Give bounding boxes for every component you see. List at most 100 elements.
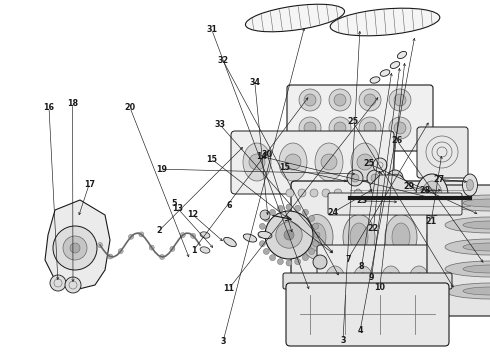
Circle shape (180, 233, 185, 238)
Ellipse shape (301, 215, 333, 260)
Ellipse shape (386, 273, 396, 287)
Ellipse shape (358, 273, 368, 287)
Ellipse shape (398, 189, 408, 207)
Circle shape (263, 248, 270, 255)
Text: 21: 21 (426, 217, 437, 226)
Text: 8: 8 (359, 262, 365, 271)
Circle shape (302, 255, 309, 261)
Ellipse shape (381, 266, 401, 294)
Text: 3: 3 (340, 336, 346, 345)
Circle shape (373, 158, 387, 172)
Circle shape (314, 232, 320, 238)
Ellipse shape (244, 234, 257, 242)
Ellipse shape (353, 189, 363, 207)
Circle shape (65, 277, 81, 293)
Circle shape (394, 122, 406, 134)
Circle shape (286, 260, 292, 266)
Ellipse shape (458, 189, 468, 207)
Circle shape (387, 170, 403, 186)
Text: 10: 10 (374, 284, 385, 292)
FancyBboxPatch shape (291, 181, 474, 294)
Circle shape (276, 222, 302, 248)
Ellipse shape (463, 199, 490, 207)
Circle shape (285, 154, 301, 170)
Ellipse shape (368, 189, 378, 207)
Ellipse shape (308, 223, 326, 251)
Polygon shape (45, 200, 110, 290)
Ellipse shape (353, 266, 373, 294)
Text: 17: 17 (84, 180, 95, 189)
Circle shape (309, 248, 315, 255)
FancyBboxPatch shape (287, 85, 433, 151)
Text: 13: 13 (172, 204, 183, 212)
Text: 34: 34 (249, 78, 260, 87)
Text: 12: 12 (187, 210, 198, 219)
Circle shape (191, 233, 196, 238)
Text: 30: 30 (262, 150, 272, 158)
Ellipse shape (224, 237, 236, 247)
Ellipse shape (397, 51, 407, 59)
Ellipse shape (466, 180, 473, 190)
Circle shape (270, 210, 275, 215)
Circle shape (299, 117, 321, 139)
Circle shape (347, 170, 363, 186)
Circle shape (302, 210, 309, 215)
Circle shape (329, 89, 351, 111)
Ellipse shape (445, 261, 490, 277)
Circle shape (258, 232, 264, 238)
Text: 23: 23 (356, 197, 367, 206)
Circle shape (50, 275, 66, 291)
Ellipse shape (343, 215, 375, 260)
Text: 22: 22 (368, 225, 379, 234)
Ellipse shape (416, 174, 448, 216)
Circle shape (259, 240, 266, 247)
Circle shape (334, 94, 346, 106)
FancyBboxPatch shape (328, 193, 462, 215)
Text: 16: 16 (44, 103, 54, 112)
Ellipse shape (383, 189, 393, 207)
Ellipse shape (463, 174, 477, 196)
Ellipse shape (315, 143, 343, 181)
Text: 31: 31 (206, 25, 217, 34)
Text: 32: 32 (218, 56, 228, 65)
Circle shape (286, 189, 294, 197)
Circle shape (299, 89, 321, 111)
Circle shape (249, 154, 265, 170)
Ellipse shape (427, 215, 459, 260)
Ellipse shape (391, 62, 400, 68)
Ellipse shape (380, 70, 390, 76)
Circle shape (298, 189, 306, 197)
Text: 19: 19 (156, 165, 167, 174)
Text: 6: 6 (226, 202, 232, 210)
Circle shape (284, 230, 294, 240)
Circle shape (389, 117, 411, 139)
Circle shape (70, 243, 80, 253)
Ellipse shape (445, 239, 490, 255)
Text: 5: 5 (171, 199, 177, 208)
FancyBboxPatch shape (317, 245, 443, 316)
Circle shape (334, 189, 342, 197)
Circle shape (313, 255, 327, 269)
Text: 25: 25 (364, 159, 374, 168)
Ellipse shape (414, 273, 424, 287)
Ellipse shape (463, 243, 490, 251)
Circle shape (309, 216, 315, 221)
Circle shape (53, 226, 97, 270)
Ellipse shape (463, 287, 490, 295)
Circle shape (391, 174, 399, 182)
Circle shape (364, 122, 376, 134)
Text: 15: 15 (206, 155, 217, 164)
Ellipse shape (392, 223, 410, 251)
Ellipse shape (463, 221, 490, 229)
Circle shape (270, 255, 275, 261)
Circle shape (304, 122, 316, 134)
Text: 18: 18 (67, 99, 78, 108)
Text: 11: 11 (223, 284, 234, 293)
Circle shape (426, 189, 438, 201)
Circle shape (364, 94, 376, 106)
Circle shape (321, 154, 337, 170)
Ellipse shape (200, 247, 210, 253)
Circle shape (128, 234, 134, 239)
Circle shape (359, 117, 381, 139)
Circle shape (260, 210, 270, 220)
